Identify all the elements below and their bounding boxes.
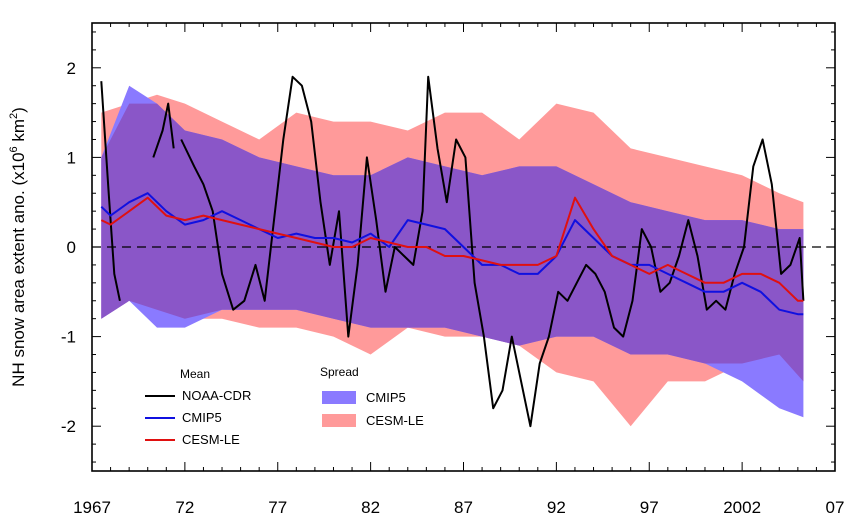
y-tick-label: -2 — [61, 417, 76, 436]
legend-cesm-line-label: CESM-LE — [182, 432, 240, 447]
y-tick-label: 0 — [67, 238, 76, 257]
spread-overlap-band — [101, 103, 804, 382]
y-tick-label: 1 — [67, 148, 76, 167]
legend-noaa-label: NOAA-CDR — [182, 388, 251, 403]
noaa-cdr-line-segment-2 — [152, 102, 175, 158]
y-tick-label: -1 — [61, 328, 76, 347]
noaa-cdr-line-segment-3 — [180, 75, 805, 428]
x-tick-label: 97 — [640, 498, 659, 517]
mean-lines — [100, 75, 805, 428]
axis-ticks — [91, 23, 836, 471]
noaa-cdr-line-segment-1 — [100, 81, 121, 302]
x-tick-label: 1967 — [73, 498, 111, 517]
axis-tick-labels: 1967 72 77 82 87 92 97 2002 07 -2 -1 0 1 2 — [61, 59, 845, 517]
legend: Mean NOAA-CDR CMIP5 CESM-LE Spread CMIP5… — [145, 365, 424, 447]
x-tick-label: 07 — [826, 498, 845, 517]
legend-mean-title: Mean — [180, 367, 210, 381]
legend-cmip5-spread-label: CMIP5 — [366, 390, 406, 405]
x-tick-label: 2002 — [723, 498, 761, 517]
legend-cesm-spread-label: CESM-LE — [366, 413, 424, 428]
legend-cmip5-spread-swatch — [322, 391, 356, 404]
x-tick-label: 82 — [361, 498, 380, 517]
legend-cmip5-line-label: CMIP5 — [182, 410, 222, 425]
spread-bands — [101, 85, 804, 427]
legend-cesm-spread-swatch — [322, 414, 356, 427]
x-tick-label: 92 — [547, 498, 566, 517]
cesm-le-mean-line — [100, 196, 804, 302]
cmip5-mean-line — [100, 192, 804, 316]
x-tick-label: 72 — [175, 498, 194, 517]
legend-spread-title: Spread — [320, 365, 359, 379]
x-tick-label: 87 — [454, 498, 473, 517]
y-tick-label: 2 — [67, 59, 76, 78]
y-axis-label: NH snow area extent ano. (x106 km2) — [8, 107, 28, 387]
x-tick-label: 77 — [268, 498, 287, 517]
